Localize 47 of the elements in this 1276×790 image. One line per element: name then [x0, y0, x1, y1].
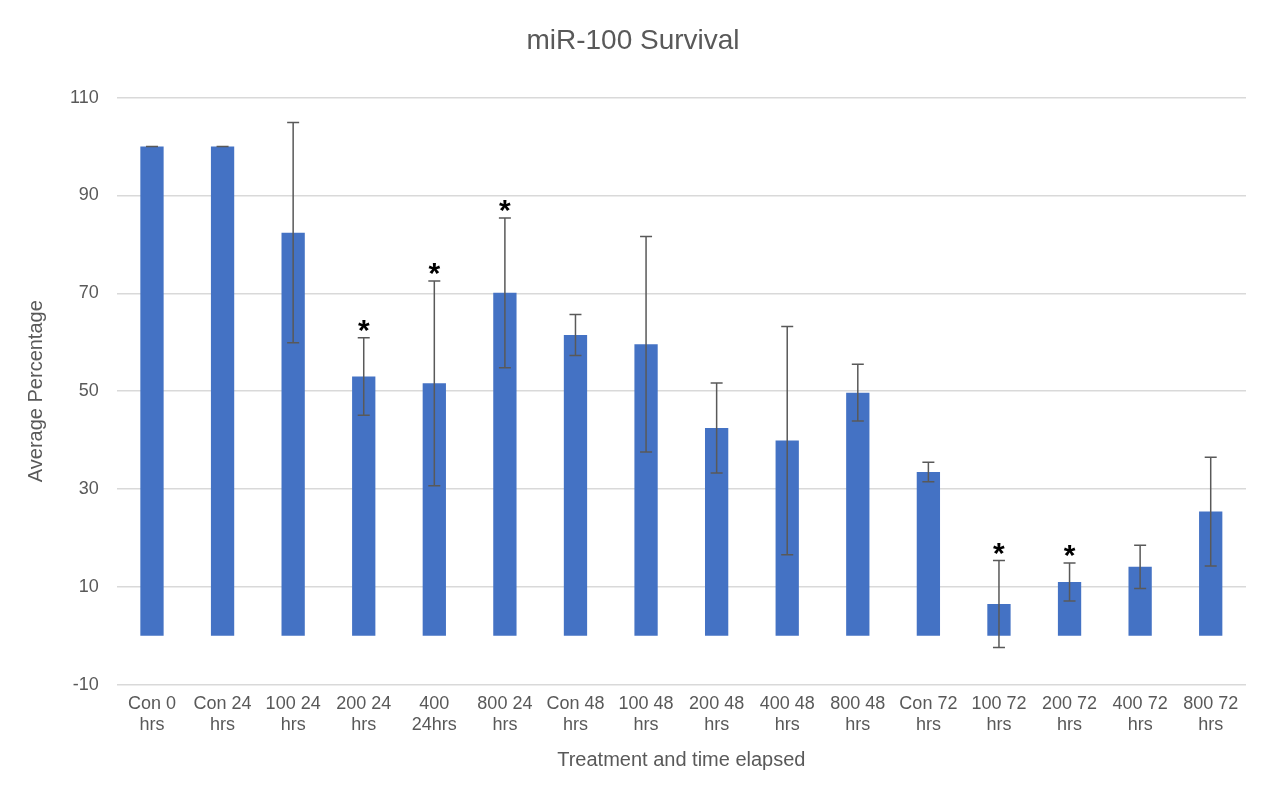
- bar: [352, 376, 376, 636]
- x-tick-label: Con 0 hrs: [127, 692, 177, 735]
- bar: [493, 292, 517, 636]
- x-tick-label: 200 48 hrs: [689, 692, 745, 735]
- bar: [281, 232, 305, 636]
- x-tick-label: 200 72 hrs: [1042, 692, 1098, 735]
- annotation: *: [993, 535, 1006, 569]
- y-tick-label: 110: [69, 86, 99, 107]
- x-tick-label: 100 48 hrs: [618, 692, 674, 735]
- x-tick-label: 100 24 hrs: [265, 692, 321, 735]
- x-tick-label: Con 72 hrs: [899, 692, 958, 735]
- x-tick-label: 800 72 hrs: [1183, 692, 1239, 735]
- bar: [775, 440, 799, 636]
- x-tick-label: 400 72 hrs: [1112, 692, 1168, 735]
- bar: [704, 427, 729, 636]
- y-axis-title: Average Percentage: [23, 300, 46, 483]
- bar: [563, 334, 588, 636]
- y-tick-label: 70: [78, 282, 99, 303]
- x-tick-label: Con 48 hrs: [546, 692, 605, 735]
- x-tick-label: 800 48 hrs: [830, 692, 886, 735]
- annotation: *: [1063, 537, 1076, 571]
- x-tick-label: 800 24 hrs: [477, 692, 533, 735]
- bar: [210, 146, 235, 636]
- y-tick-label: 30: [78, 478, 99, 499]
- y-tick-label: -10: [72, 673, 99, 694]
- bar: [422, 383, 446, 636]
- annotation: *: [499, 192, 512, 226]
- x-axis-title: Treatment and time elapsed: [557, 747, 806, 770]
- x-tick-label: 400 48 hrs: [759, 692, 815, 735]
- bar: [916, 471, 941, 636]
- bar: [634, 344, 658, 636]
- y-tick-label: 90: [78, 184, 99, 205]
- bar: [1199, 511, 1223, 636]
- annotation: *: [357, 312, 370, 346]
- bar: [1057, 582, 1082, 636]
- x-tick-label: Con 24 hrs: [193, 692, 252, 735]
- annotation: *: [428, 256, 441, 290]
- y-tick-label: 10: [78, 575, 99, 596]
- bar: [846, 392, 870, 636]
- x-tick-label: 400 24hrs: [411, 692, 457, 735]
- bar: [1128, 566, 1152, 636]
- chart-title: miR-100 Survival: [526, 23, 740, 55]
- x-tick-label: 200 24 hrs: [336, 692, 392, 735]
- x-tick-label: 100 72 hrs: [971, 692, 1027, 735]
- bar: [140, 146, 164, 636]
- bar: [987, 604, 1011, 636]
- y-tick-label: 50: [78, 380, 99, 401]
